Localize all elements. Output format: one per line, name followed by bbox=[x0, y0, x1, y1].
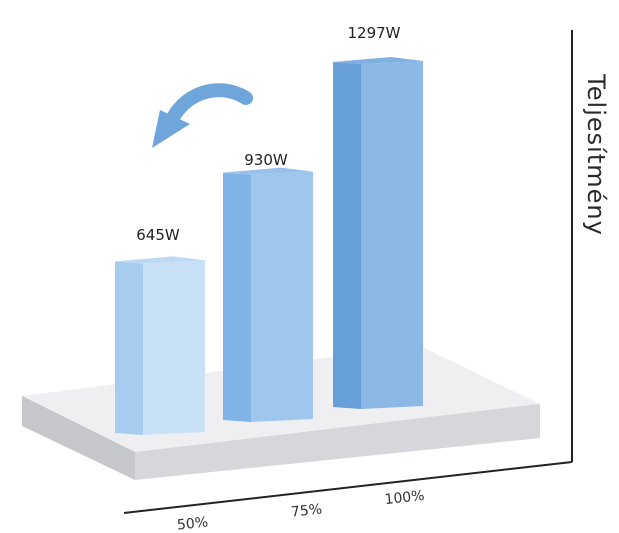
x-tick-label-0: 50% bbox=[176, 514, 209, 533]
bar-0-top bbox=[115, 256, 205, 264]
bar-1-side bbox=[251, 171, 313, 422]
x-tick-label-1: 75% bbox=[290, 501, 323, 520]
bar-0-front bbox=[115, 261, 143, 435]
bar-1-front bbox=[223, 172, 251, 422]
data-label-2: 1297W bbox=[347, 24, 400, 42]
bar-2 bbox=[333, 57, 423, 409]
bars-group bbox=[115, 57, 423, 435]
bar-1-top bbox=[223, 167, 313, 175]
bar-2-front bbox=[333, 62, 361, 409]
data-label-1: 930W bbox=[244, 151, 288, 169]
bar-2-top bbox=[333, 57, 423, 64]
bar-2-side bbox=[361, 61, 423, 409]
data-label-0: 645W bbox=[136, 226, 180, 244]
y-axis-label: Teljesítmény bbox=[582, 73, 610, 236]
x-tick-label-2: 100% bbox=[384, 488, 425, 508]
bar-0-side bbox=[143, 260, 205, 435]
bar-1 bbox=[223, 167, 313, 422]
x-axis-line bbox=[123, 461, 573, 514]
bar-0 bbox=[115, 256, 205, 435]
curved-arrow-icon bbox=[152, 83, 253, 148]
